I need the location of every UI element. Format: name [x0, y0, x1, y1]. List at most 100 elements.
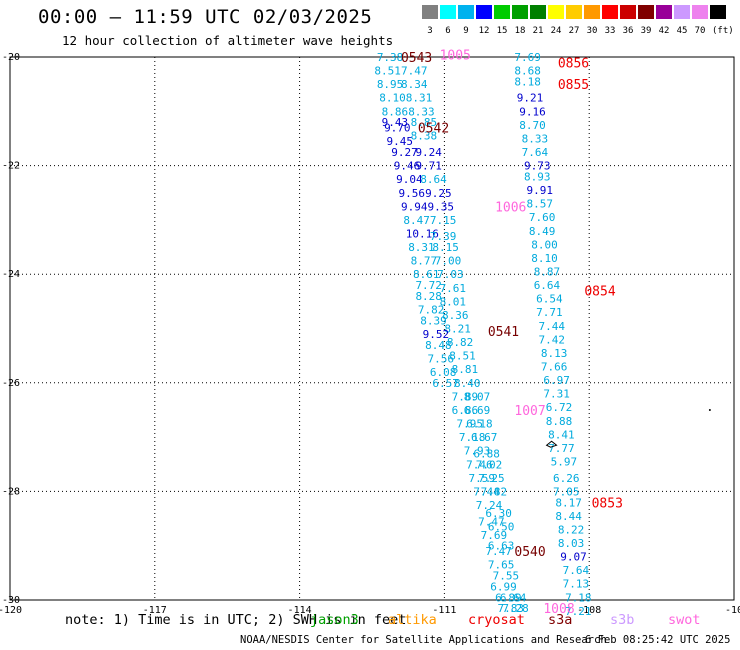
wave-height-value: 8.10: [379, 92, 406, 105]
wave-height-value: 9.52: [423, 328, 450, 341]
legend-label: 36: [622, 26, 634, 36]
wave-height-value: 7.47: [401, 65, 428, 78]
wave-height-value: 8.36: [442, 309, 469, 322]
x-tick-label: -108: [577, 605, 601, 616]
wave-height-value: 9.07: [560, 551, 587, 564]
legend-unit: (ft): [712, 26, 734, 36]
wave-height-value: 8.33: [408, 105, 435, 118]
island-outline: [545, 440, 558, 448]
legend-swatch: [710, 5, 726, 19]
wave-height-value: 9.91: [526, 184, 553, 197]
wave-height-value: 7.03: [437, 268, 464, 281]
legend-label: 39: [640, 26, 652, 36]
wave-height-value: 9.45: [386, 135, 413, 148]
map-subtitle: 12 hour collection of altimeter wave hei…: [62, 33, 394, 48]
wave-height-value: 8.64: [420, 173, 447, 186]
wave-height-value: 8.15: [432, 241, 459, 254]
legend-label: 18: [514, 26, 526, 36]
legend-swatch: [476, 5, 492, 19]
wave-height-value: 7.02: [476, 458, 503, 471]
pass-time-label: 1008: [543, 602, 574, 617]
wave-height-value: 7.69: [481, 529, 508, 542]
legend-swatch: [584, 5, 600, 19]
wave-height-value: 8.18: [514, 75, 541, 88]
wave-height-value: 8.39: [420, 314, 447, 327]
legend-swatch: [440, 5, 456, 19]
wave-height-value: 7.28: [502, 602, 529, 615]
sat-label-jason3: jason3: [310, 612, 359, 628]
pass-time-label: 0540: [514, 545, 545, 560]
y-tick-label: -30: [2, 595, 20, 606]
wave-height-value: 6.64: [500, 591, 527, 604]
wave-height-value: 8.22: [558, 523, 585, 536]
wave-height-value: 7.25: [478, 472, 505, 485]
wave-height-value: 8.86: [382, 105, 409, 118]
wave-height-value: 7.82: [481, 485, 508, 498]
legend-label: 21: [532, 26, 544, 36]
generated-timestamp: 6 Feb 08:25:42 UTC 2025: [585, 634, 731, 646]
wave-height-value: 6.86: [452, 404, 479, 417]
pass-time-label: 1005: [440, 48, 471, 63]
wave-height-value: 6.57: [432, 377, 459, 390]
wave-height-value: 7.47: [485, 545, 512, 558]
wave-height-value: 8.41: [548, 428, 575, 441]
wave-height-value: 7.15: [430, 214, 457, 227]
sat-label-s3a: s3a: [548, 612, 573, 628]
x-tick-label: -120: [0, 605, 22, 616]
wave-height-value: 8.93: [524, 170, 551, 183]
wave-height-value: 7.31: [543, 388, 570, 401]
wave-height-value: 6.50: [488, 521, 514, 534]
wave-height-value: 8.07: [464, 390, 491, 403]
island-dot: [708, 408, 711, 411]
wave-height-value: 8.44: [555, 510, 582, 523]
wave-height-value: 8.00: [531, 238, 558, 251]
wave-height-value: 6.89: [495, 591, 521, 604]
x-tick-label: -117: [143, 605, 167, 616]
wave-height-value: 9.16: [519, 105, 546, 118]
sat-label-altika: altika: [388, 612, 437, 628]
wave-height-value: 8.70: [519, 119, 546, 132]
pass-time-label: 0854: [584, 284, 615, 299]
wave-height-value: 6.99: [490, 580, 516, 593]
wave-height-value: 6.54: [536, 293, 563, 306]
wave-height-value: 7.39: [430, 230, 457, 243]
wave-height-value: 8.38: [411, 130, 438, 143]
wave-height-value: 7.46: [466, 458, 493, 471]
wave-height-value: 7.66: [541, 361, 568, 374]
wave-height-value: 9.43: [382, 116, 409, 129]
legend-swatch: [638, 5, 654, 19]
wave-height-value: 7.24: [476, 499, 503, 512]
wave-height-value: 6.69: [464, 404, 491, 417]
wave-height-value: 8.82: [447, 336, 474, 349]
map-frame: [9, 56, 735, 601]
wave-height-value: 8.13: [541, 347, 568, 360]
wave-height-value: 8.51: [374, 65, 401, 78]
wave-height-value: 8.01: [440, 295, 467, 308]
legend-swatch: [458, 5, 474, 19]
pass-time-label: 0543: [401, 51, 432, 66]
pass-time-label: 1006: [495, 200, 526, 215]
wave-height-value: 7.65: [488, 559, 514, 572]
legend-label: 30: [586, 26, 598, 36]
legend-swatch: [692, 5, 708, 19]
wave-height-value: 7.56: [428, 352, 455, 365]
wave-height-value: 7.64: [522, 146, 549, 159]
legend-label: 42: [658, 26, 670, 36]
x-tick-label: -114: [288, 605, 312, 616]
legend-swatch: [530, 5, 546, 19]
wave-height-value: 9.70: [384, 122, 411, 135]
wave-height-value: 7.72: [415, 279, 442, 292]
wave-height-value: 8.85: [411, 116, 438, 129]
legend-swatch: [548, 5, 564, 19]
legend-swatch: [602, 5, 618, 19]
legend-swatch: [422, 5, 438, 19]
wave-height-value: 7.47: [478, 515, 505, 528]
wave-height-value: 9.71: [415, 160, 442, 173]
sat-label-cryosat: cryosat: [468, 612, 525, 628]
wave-height-value: 6.72: [546, 401, 573, 414]
pass-time-label: 0853: [592, 496, 623, 511]
y-tick-label: -28: [2, 486, 20, 497]
wave-height-value: 6.64: [534, 279, 561, 292]
pass-time-label: 0541: [488, 325, 519, 340]
